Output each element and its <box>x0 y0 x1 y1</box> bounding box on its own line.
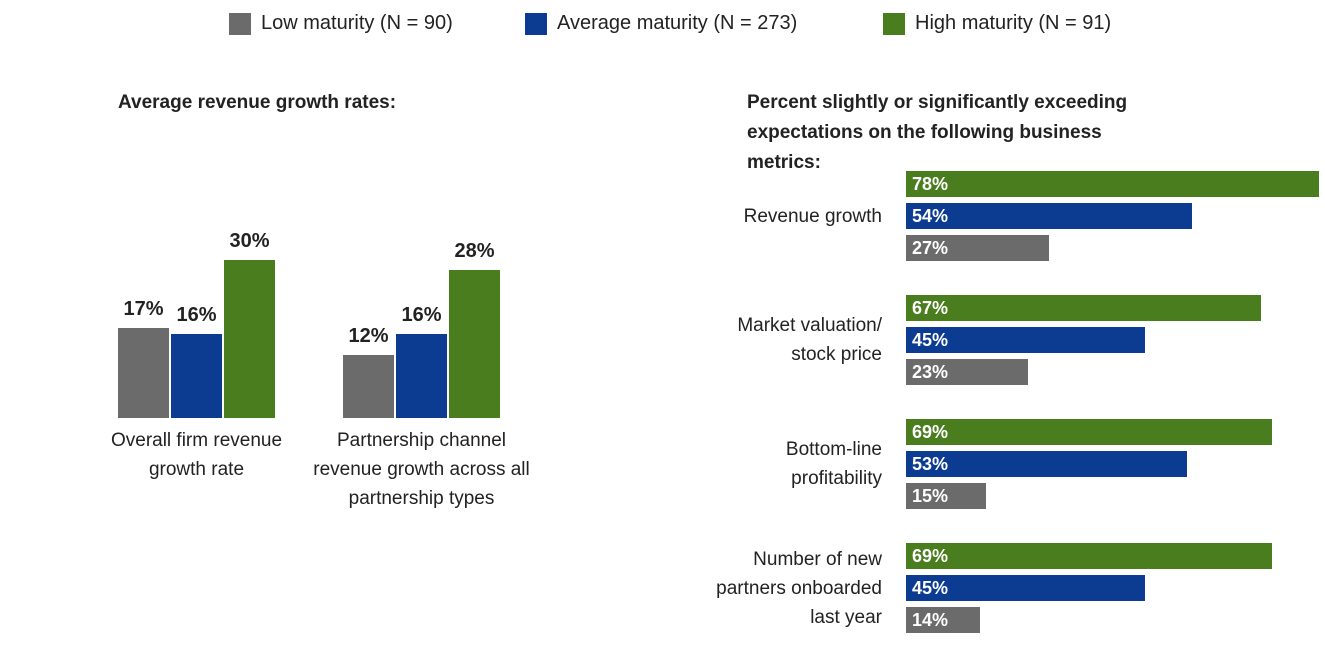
bar <box>906 543 1272 569</box>
legend-swatch <box>229 13 251 35</box>
legend-label: Low maturity (N = 90) <box>261 12 453 34</box>
bar <box>906 327 1145 353</box>
bar <box>449 270 500 418</box>
bar <box>396 333 447 418</box>
bar <box>171 333 222 418</box>
value-label: 69% <box>912 422 949 442</box>
bar <box>906 419 1272 445</box>
legend-swatch <box>525 13 547 35</box>
category-label: Partnership channel revenue growth acros… <box>313 430 530 509</box>
value-label: 67% <box>912 298 949 318</box>
category-label: Revenue growth <box>743 205 882 227</box>
value-label: 27% <box>912 238 949 258</box>
bar <box>224 259 275 418</box>
bar <box>118 328 169 418</box>
value-label: 28% <box>454 240 495 263</box>
category-label: Overall firm revenue growth rate <box>110 430 283 480</box>
value-label: 15% <box>912 486 949 506</box>
bar <box>906 575 1145 601</box>
bar <box>906 607 981 633</box>
value-label: 45% <box>912 330 949 350</box>
value-label: 69% <box>912 546 949 566</box>
bar <box>906 359 1028 385</box>
value-label: 23% <box>912 362 949 382</box>
value-label: 16% <box>176 303 217 326</box>
value-label: 54% <box>912 206 949 226</box>
value-label: 30% <box>229 229 270 252</box>
bar <box>343 354 394 418</box>
bar <box>906 203 1193 229</box>
bar <box>906 171 1320 197</box>
chart-title: Average revenue growth rates: <box>118 92 397 113</box>
bar <box>906 451 1187 477</box>
value-label: 78% <box>912 174 949 194</box>
value-label: 14% <box>912 610 949 630</box>
category-label: Market valuation/ stock price <box>737 315 882 365</box>
bar <box>906 295 1262 321</box>
value-label: 16% <box>401 303 442 326</box>
value-label: 53% <box>912 454 949 474</box>
legend-label: High maturity (N = 91) <box>915 12 1112 34</box>
bar <box>906 235 1050 261</box>
chart-title: Percent slightly or significantly exceed… <box>747 92 1128 173</box>
value-label: 45% <box>912 578 949 598</box>
category-label: Number of new partners onboarded last ye… <box>716 548 882 628</box>
value-label: 12% <box>348 324 389 347</box>
value-label: 17% <box>123 298 164 321</box>
bar <box>906 483 986 509</box>
legend-swatch <box>883 13 905 35</box>
category-label: Bottom-line profitability <box>785 439 882 489</box>
legend-label: Average maturity (N = 273) <box>557 12 798 34</box>
